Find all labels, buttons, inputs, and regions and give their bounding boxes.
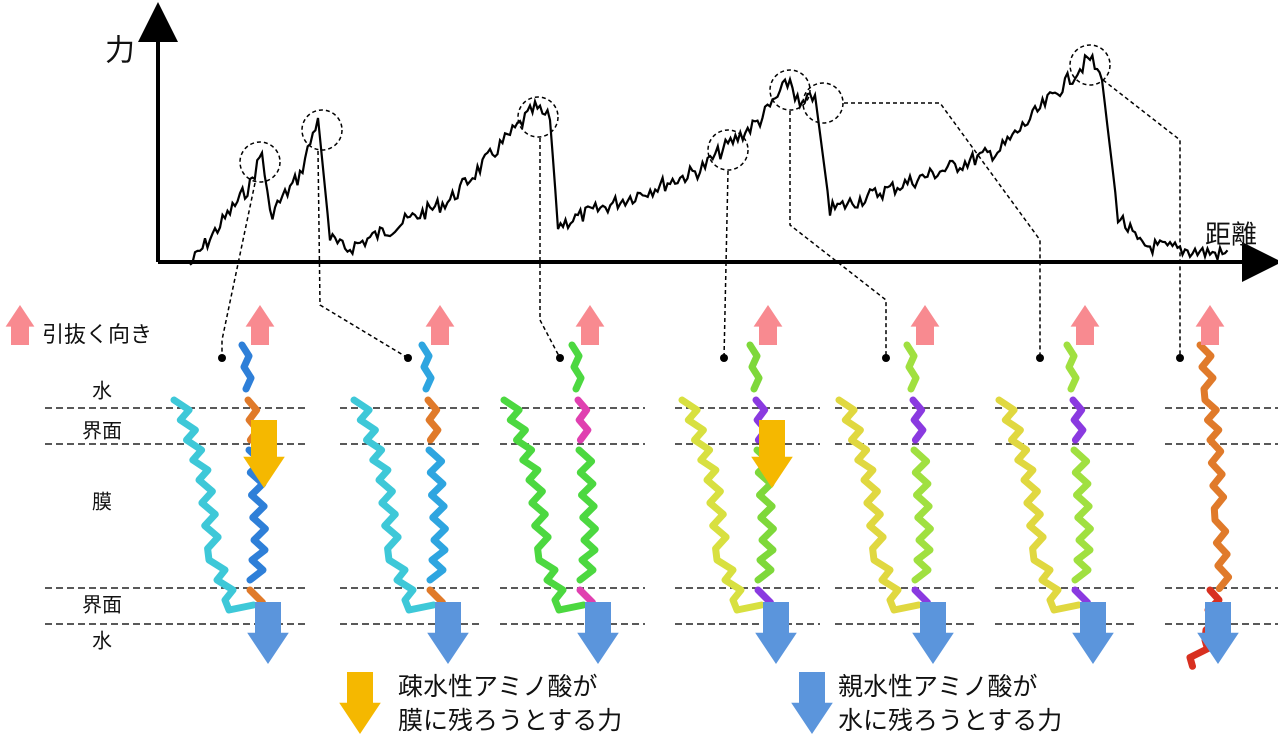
helix (504, 400, 584, 610)
peak-circle (803, 83, 843, 123)
helix (242, 345, 251, 389)
peak-circle (302, 110, 342, 150)
connector (318, 151, 408, 358)
arrow (427, 602, 469, 664)
helix (914, 450, 930, 580)
connector (844, 103, 1040, 358)
y-axis-label: 力 (105, 34, 135, 69)
layer-label: 水 (92, 629, 112, 653)
helix (580, 590, 593, 603)
arrow (755, 602, 797, 664)
helix (250, 590, 263, 603)
page: 力 距離 水 界面 膜 界面 水 引抜く向き 疎水性アミノ酸が 膜に残ろうとする… (0, 0, 1278, 738)
connector (540, 138, 560, 358)
foreground-layer (6, 305, 1239, 734)
helix (913, 400, 923, 440)
arrow (246, 305, 275, 345)
helix (1074, 450, 1090, 580)
helix (572, 345, 581, 389)
layer-label: 水 (92, 379, 112, 403)
legend-hydrophilic: 水に残ろうとする力 (838, 706, 1062, 735)
legend-hydrophilic: 親水性アミノ酸が (838, 672, 1038, 701)
arrow (576, 305, 605, 345)
helix (430, 590, 443, 603)
connector-dot (1036, 354, 1044, 362)
layer-label: 膜 (92, 490, 112, 514)
helix (915, 590, 928, 603)
helix (578, 400, 588, 440)
helix (1200, 345, 1229, 589)
arrow (339, 672, 381, 734)
arrow (1072, 602, 1114, 664)
layer-label: 界面 (82, 419, 122, 443)
legend-hydrophobic: 膜に残ろうとする力 (398, 706, 622, 735)
helix (428, 400, 438, 440)
layer-label: 界面 (82, 593, 122, 617)
connector-dot (1176, 354, 1184, 362)
connector-dot (720, 354, 728, 362)
connector (1103, 80, 1180, 358)
connector-dot (218, 354, 226, 362)
arrow (6, 305, 35, 345)
helix (750, 345, 759, 389)
connector-dot (556, 354, 564, 362)
helix (1073, 400, 1083, 440)
x-axis-label: 距離 (1205, 221, 1257, 251)
arrow (791, 672, 833, 734)
diagram: 力 距離 水 界面 膜 界面 水 引抜く向き 疎水性アミノ酸が 膜に残ろうとする… (0, 0, 1278, 738)
helix (839, 400, 919, 610)
helix (682, 400, 762, 610)
connector (790, 111, 886, 358)
arrow (1196, 305, 1225, 345)
helix (1067, 345, 1076, 389)
helix (174, 400, 254, 610)
arrow (754, 305, 783, 345)
helix (907, 345, 916, 389)
arrow (1071, 305, 1100, 345)
connector-dot (404, 354, 412, 362)
arrow (912, 602, 954, 664)
helix (1075, 590, 1088, 603)
helix (758, 590, 771, 603)
connector-dot (882, 354, 890, 362)
legend-pull: 引抜く向き (42, 323, 152, 348)
helix (429, 450, 445, 580)
helix (354, 400, 434, 610)
arrow (247, 602, 289, 664)
helix (422, 345, 431, 389)
force-curve (190, 55, 1228, 264)
arrow (426, 305, 455, 345)
helix (999, 400, 1079, 610)
connector (724, 171, 728, 358)
legend-hydrophobic: 疎水性アミノ酸が (398, 672, 598, 701)
peak-circle (240, 142, 280, 182)
arrow (911, 305, 940, 345)
helix (579, 450, 595, 580)
arrow (577, 602, 619, 664)
